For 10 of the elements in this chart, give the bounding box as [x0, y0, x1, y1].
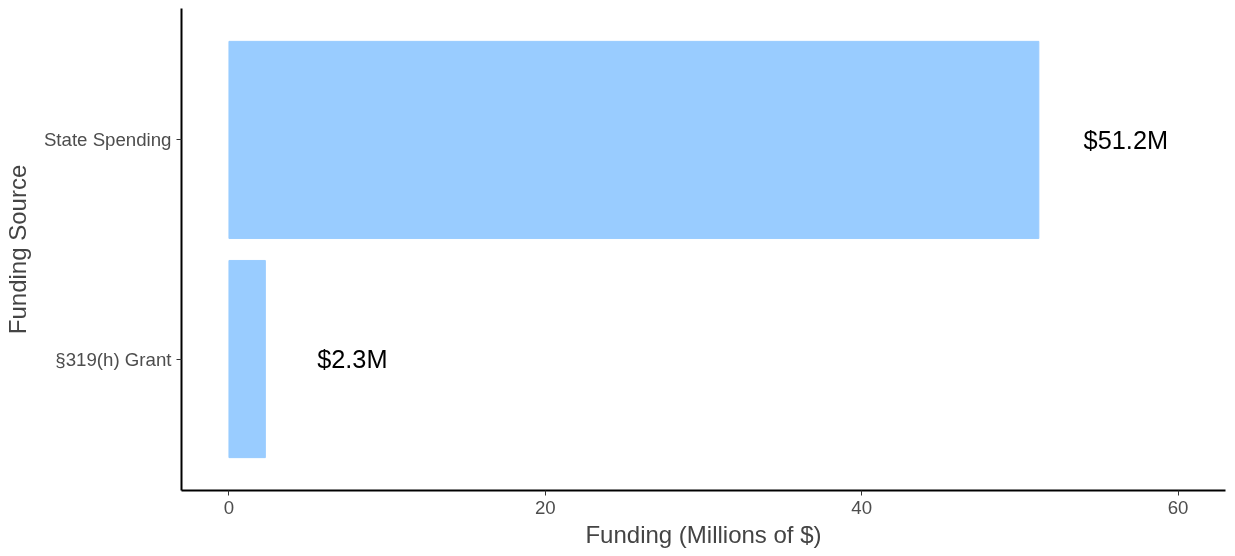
data-label: $51.2M — [1083, 125, 1169, 154]
x-axis-title: Funding (Millions of $) — [585, 520, 822, 548]
x-tick-label: 0 — [223, 496, 235, 518]
data-label: $2.3M — [317, 345, 388, 374]
y-tick-label: §319(h) Grant — [55, 348, 173, 370]
x-tick-label: 60 — [1167, 496, 1189, 518]
x-tick-label: 40 — [851, 496, 873, 518]
y-tick-label: State Spending — [43, 129, 172, 151]
x-tick-label: 20 — [534, 496, 556, 518]
y-axis-title: Funding Source — [3, 164, 31, 335]
